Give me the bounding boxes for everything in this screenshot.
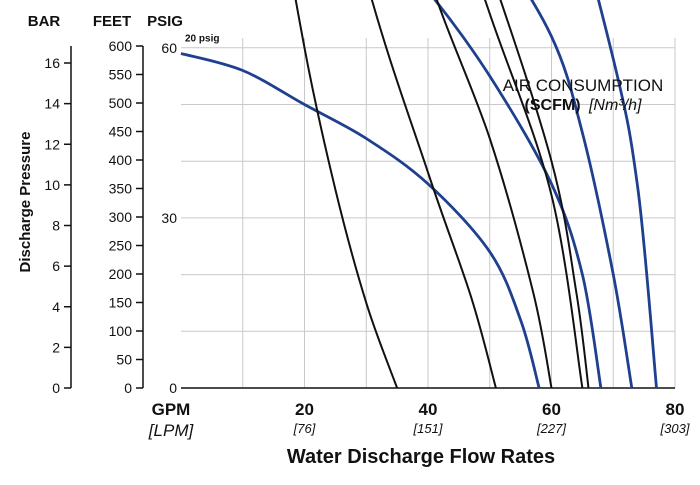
chart-axes bbox=[64, 45, 675, 389]
inlet-pressure-label: 20 psig bbox=[185, 33, 219, 44]
air-consumption-curve bbox=[294, 0, 399, 389]
legend-air-consumption-units: (SCFM) [Nm³/h] bbox=[525, 97, 642, 114]
bar-tick-label: 10 bbox=[44, 177, 60, 193]
bar-tick-label: 16 bbox=[44, 55, 60, 71]
feet-axis-header: FEET bbox=[93, 13, 131, 30]
inlet-pressure-curve bbox=[530, 0, 634, 389]
x-tick-label: 60 bbox=[542, 400, 561, 419]
feet-tick-label: 300 bbox=[109, 209, 133, 225]
psig-axis-header: PSIG bbox=[147, 13, 183, 30]
inlet-pressure-curve bbox=[597, 0, 658, 389]
x-tick-sublabel: [227] bbox=[536, 421, 566, 436]
bar-tick-label: 0 bbox=[52, 380, 60, 396]
feet-tick-label: 50 bbox=[116, 352, 132, 368]
chart-labels: BAR FEET PSIG Discharge Pressure GPM [LP… bbox=[17, 13, 663, 468]
legend-nm3h: [Nm³/h] bbox=[588, 97, 642, 114]
chart-grid bbox=[181, 38, 676, 388]
y-axis-title: Discharge Pressure bbox=[17, 132, 34, 273]
feet-tick-label: 100 bbox=[109, 323, 133, 339]
psig-tick-label: 30 bbox=[161, 210, 177, 226]
bar-tick-label: 4 bbox=[52, 299, 60, 315]
air-consumption-curve bbox=[484, 0, 584, 389]
feet-tick-label: 200 bbox=[109, 266, 133, 282]
feet-tick-label: 500 bbox=[109, 95, 133, 111]
psig-tick-label: 0 bbox=[169, 380, 177, 396]
feet-tick-label: 450 bbox=[109, 124, 133, 140]
legend-air-consumption-title: AIR CONSUMPTION bbox=[503, 76, 664, 95]
x-axis-title: Water Discharge Flow Rates bbox=[287, 446, 555, 468]
bar-tick-label: 2 bbox=[52, 339, 60, 355]
air-consumption-curves: 20[34]40[68]60[102]80[136]100[170] bbox=[294, 0, 590, 389]
x-tick-label: 20 bbox=[295, 400, 314, 419]
feet-tick-label: 400 bbox=[109, 152, 133, 168]
bar-tick-label: 8 bbox=[52, 218, 60, 234]
feet-tick-label: 150 bbox=[109, 295, 133, 311]
legend-scfm: (SCFM) bbox=[525, 97, 581, 114]
bar-tick-label: 12 bbox=[44, 136, 60, 152]
inlet-pressure-curves: 80 psig60 psig40 psig20 psig bbox=[180, 0, 658, 389]
inlet-pressure-curve bbox=[433, 0, 603, 389]
air-consumption-curve bbox=[435, 0, 553, 389]
x-tick-sublabel: [303] bbox=[660, 421, 690, 436]
air-consumption-curve bbox=[499, 0, 590, 389]
bar-axis-header: BAR bbox=[28, 13, 61, 30]
feet-tick-label: 0 bbox=[124, 380, 132, 396]
x-tick-sublabel: [151] bbox=[413, 421, 443, 436]
air-consumption-curve bbox=[370, 0, 497, 389]
feet-tick-label: 250 bbox=[109, 238, 133, 254]
x-tick-sublabel: [76] bbox=[293, 421, 316, 436]
x-unit-lpm: [LPM] bbox=[148, 421, 195, 440]
x-unit-gpm: GPM bbox=[152, 400, 191, 419]
bar-tick-label: 14 bbox=[44, 96, 60, 112]
tick-labels: 0246810121416050100150200250300350400450… bbox=[44, 38, 690, 436]
psig-tick-label: 60 bbox=[161, 40, 177, 56]
feet-tick-label: 350 bbox=[109, 181, 133, 197]
bar-tick-label: 6 bbox=[52, 258, 60, 274]
x-tick-label: 40 bbox=[419, 400, 438, 419]
feet-tick-label: 550 bbox=[109, 67, 133, 83]
inlet-pressure-curve bbox=[180, 52, 541, 389]
feet-tick-label: 600 bbox=[109, 38, 133, 54]
x-tick-label: 80 bbox=[666, 400, 685, 419]
